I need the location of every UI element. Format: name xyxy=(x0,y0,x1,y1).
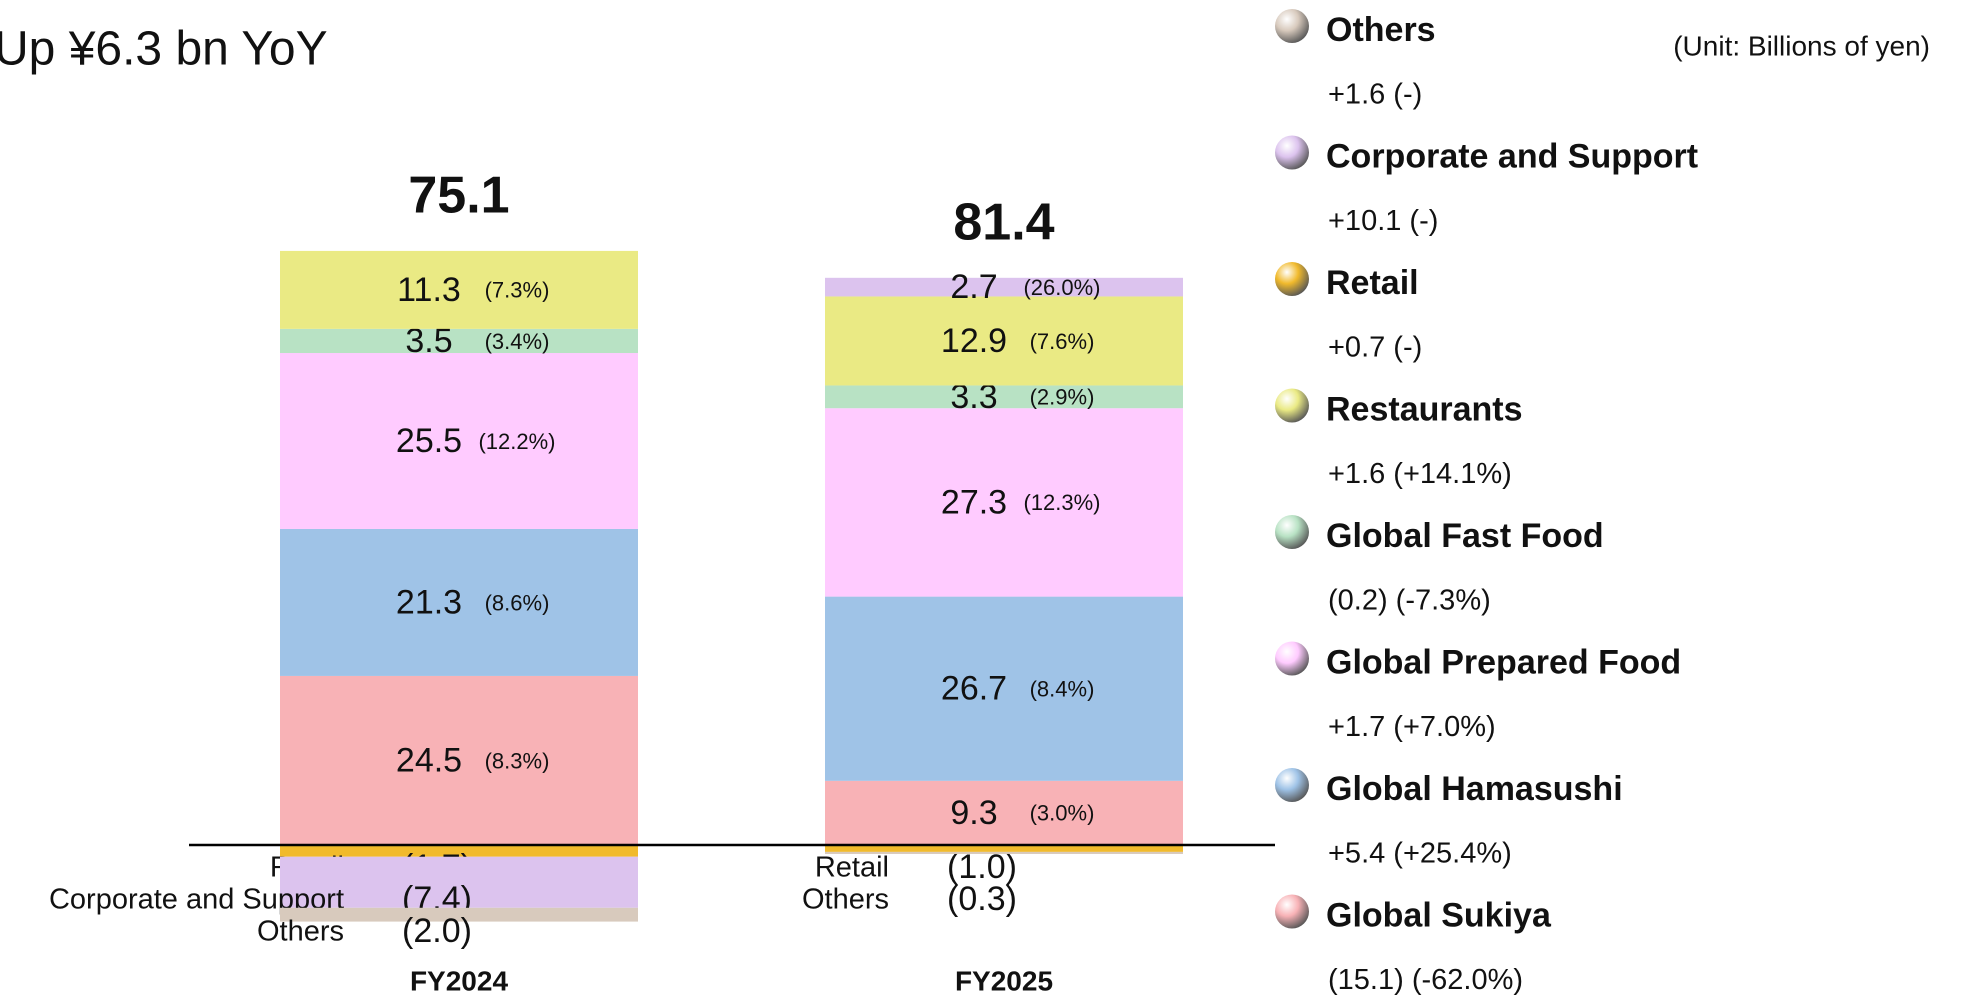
value-label: 25.5 xyxy=(396,422,462,460)
bar-segment xyxy=(280,907,638,922)
legend-marker xyxy=(1275,894,1309,929)
legend-label: Global Hamasushi xyxy=(1326,770,1623,808)
value-label: (0.3) xyxy=(947,880,1017,918)
value-label: 26.7 xyxy=(941,670,1007,708)
legend-change: (0.2) (-7.3%) xyxy=(1328,585,1491,617)
legend-change: +1.6 (+14.1%) xyxy=(1328,458,1512,490)
value-label: (1.0) xyxy=(947,848,1017,886)
legend-label: Retail xyxy=(1326,264,1419,302)
legend-marker xyxy=(1275,388,1309,423)
value-label: 21.3 xyxy=(396,583,462,621)
legend-change: +10.1 (-) xyxy=(1328,205,1438,237)
bar-segment xyxy=(280,675,638,845)
legend-marker xyxy=(1275,262,1309,296)
bar-segment xyxy=(280,250,638,329)
bar-segment xyxy=(825,780,1183,845)
legend-change: +1.6 (-) xyxy=(1328,79,1422,111)
bar-segment xyxy=(825,845,1183,852)
ratio-label: (3.0%) xyxy=(1030,801,1095,826)
legend-label: Global Fast Food xyxy=(1326,517,1604,555)
bar-segment xyxy=(825,296,1183,386)
legend-marker xyxy=(1275,135,1309,170)
x-tick-label: FY2025 xyxy=(955,965,1053,996)
legend-change: (15.1) (-62.0%) xyxy=(1328,964,1523,996)
segment-name: Retail xyxy=(815,852,889,884)
ratio-label: (12.2%) xyxy=(478,429,555,454)
bar-segment xyxy=(825,596,1183,781)
bar-segment xyxy=(280,353,638,529)
bar-segment xyxy=(825,385,1183,409)
bar-segment xyxy=(280,856,638,908)
x-tick-label: FY2024 xyxy=(410,965,508,996)
bar-segment xyxy=(280,845,638,857)
value-label: 9.3 xyxy=(950,794,997,832)
legend-marker xyxy=(1275,515,1309,549)
bar-segment xyxy=(825,277,1183,297)
legend-label: Global Sukiya xyxy=(1326,896,1552,934)
value-label: 12.9 xyxy=(941,322,1007,360)
bar-segment xyxy=(825,408,1183,597)
total-label: 75.1 xyxy=(408,167,509,225)
ratio-label: (26.0%) xyxy=(1023,275,1100,300)
legend-marker xyxy=(1275,641,1309,676)
ratio-label: (3.4%) xyxy=(485,329,550,354)
legend-marker xyxy=(1275,768,1309,802)
value-label: 24.5 xyxy=(396,741,462,779)
ratio-label: (2.9%) xyxy=(1030,385,1095,410)
legend-change: +1.7 (+7.0%) xyxy=(1328,711,1496,743)
segment-name: Others xyxy=(802,884,889,916)
bar-segment xyxy=(280,528,638,676)
legend-marker xyxy=(1275,9,1309,43)
segment-name: Others xyxy=(257,916,344,948)
legend-label: Corporate and Support xyxy=(1326,137,1698,175)
value-label: 11.3 xyxy=(397,271,461,309)
ratio-label: (8.4%) xyxy=(1030,677,1095,702)
total-label: 81.4 xyxy=(953,194,1054,252)
value-label: 2.7 xyxy=(950,268,997,306)
ratio-label: (8.6%) xyxy=(485,590,550,615)
value-label: 27.3 xyxy=(941,483,1007,521)
ratio-label: (7.6%) xyxy=(1030,329,1095,354)
legend-label: Others xyxy=(1326,11,1436,49)
legend-label: Restaurants xyxy=(1326,390,1523,428)
ratio-label: (12.3%) xyxy=(1023,490,1100,515)
bar-segment xyxy=(825,851,1183,854)
ratio-label: (8.3%) xyxy=(485,748,550,773)
legend-change: +5.4 (+25.4%) xyxy=(1328,838,1512,870)
ratio-label: (7.3%) xyxy=(485,278,550,303)
bar-segment xyxy=(280,328,638,354)
legend-label: Global Prepared Food xyxy=(1326,643,1681,681)
value-label: (2.0) xyxy=(402,912,472,950)
unit-label: (Unit: Billions of yen) xyxy=(1673,30,1930,61)
chart-title: Up ¥6.3 bn YoY xyxy=(0,23,328,76)
legend-change: +0.7 (-) xyxy=(1328,332,1422,364)
